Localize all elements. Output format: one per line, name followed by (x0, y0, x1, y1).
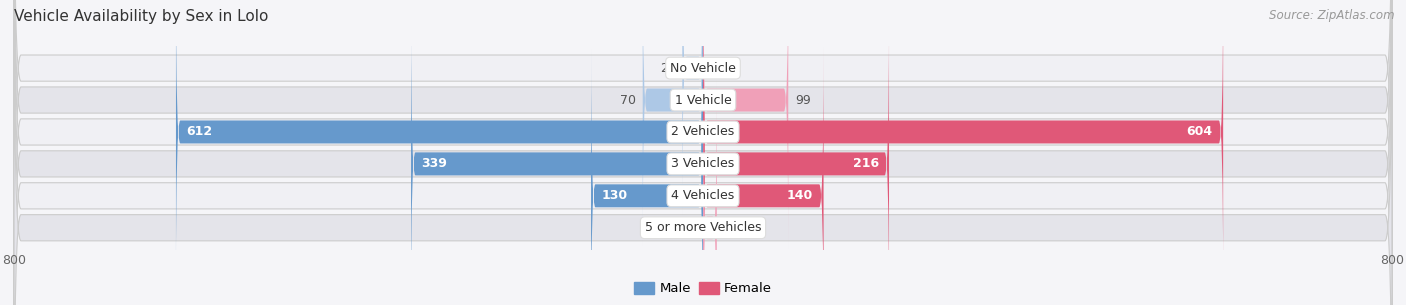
Legend: Male, Female: Male, Female (628, 277, 778, 301)
Text: No Vehicle: No Vehicle (671, 62, 735, 75)
Text: 0: 0 (688, 221, 696, 234)
FancyBboxPatch shape (14, 0, 1392, 305)
Text: 604: 604 (1187, 125, 1213, 138)
Text: 0: 0 (710, 62, 718, 75)
FancyBboxPatch shape (14, 0, 1392, 305)
Text: 70: 70 (620, 94, 636, 106)
FancyBboxPatch shape (14, 0, 1392, 305)
FancyBboxPatch shape (176, 0, 703, 280)
FancyBboxPatch shape (14, 0, 1392, 305)
Text: 216: 216 (852, 157, 879, 170)
Text: Source: ZipAtlas.com: Source: ZipAtlas.com (1270, 9, 1395, 22)
Text: 24: 24 (659, 62, 675, 75)
Text: 3 Vehicles: 3 Vehicles (672, 157, 734, 170)
Text: 612: 612 (186, 125, 212, 138)
Text: 130: 130 (602, 189, 627, 202)
Text: 1 Vehicle: 1 Vehicle (675, 94, 731, 106)
FancyBboxPatch shape (591, 48, 703, 305)
FancyBboxPatch shape (14, 0, 1392, 305)
Text: 99: 99 (796, 94, 811, 106)
Text: 140: 140 (787, 189, 813, 202)
Text: Vehicle Availability by Sex in Lolo: Vehicle Availability by Sex in Lolo (14, 9, 269, 24)
FancyBboxPatch shape (682, 0, 703, 216)
FancyBboxPatch shape (703, 16, 889, 305)
Text: 2 Vehicles: 2 Vehicles (672, 125, 734, 138)
Text: 5 or more Vehicles: 5 or more Vehicles (645, 221, 761, 234)
Text: 16: 16 (724, 221, 740, 234)
FancyBboxPatch shape (703, 80, 717, 305)
Text: 339: 339 (422, 157, 447, 170)
FancyBboxPatch shape (14, 0, 1392, 305)
FancyBboxPatch shape (411, 16, 703, 305)
Text: 4 Vehicles: 4 Vehicles (672, 189, 734, 202)
FancyBboxPatch shape (703, 0, 1223, 280)
FancyBboxPatch shape (703, 0, 789, 248)
FancyBboxPatch shape (643, 0, 703, 248)
FancyBboxPatch shape (703, 48, 824, 305)
